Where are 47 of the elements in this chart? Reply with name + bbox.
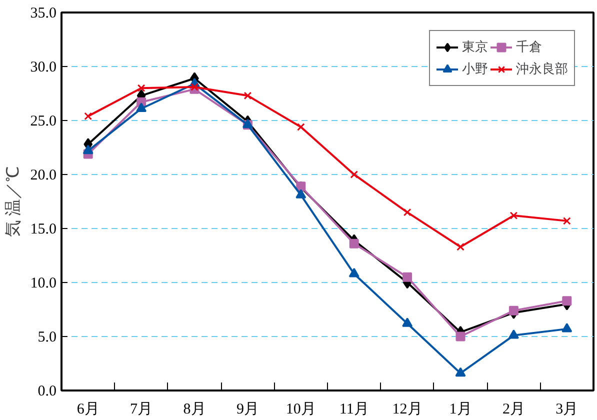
- point: [562, 296, 572, 306]
- y-tick-label: 15.0: [30, 222, 56, 238]
- x-tick-label: 12月: [392, 402, 422, 418]
- x-tick-label: 9月: [236, 402, 259, 418]
- point: [348, 268, 360, 278]
- point: [510, 212, 518, 220]
- x-tick-label: 10月: [286, 402, 316, 418]
- y-tick-label: 20.0: [30, 168, 56, 184]
- legend-label: 小野: [462, 60, 488, 78]
- x-tick-label: 1月: [449, 402, 472, 418]
- point: [562, 217, 571, 225]
- y-axis-title: 気 温／℃: [3, 166, 22, 238]
- point: [455, 367, 466, 377]
- point: [562, 322, 572, 332]
- x-tick-label: 11月: [339, 402, 369, 418]
- point: [84, 112, 92, 120]
- point: [296, 182, 306, 192]
- point: [349, 238, 359, 248]
- x-tick-label: 2月: [502, 402, 525, 418]
- point: [296, 189, 306, 198]
- x-tick-label: 3月: [556, 402, 578, 418]
- point: [136, 102, 147, 112]
- x-tick-label: 6月: [76, 402, 100, 418]
- point: [402, 318, 413, 327]
- point: [82, 144, 94, 154]
- y-tick-label: 35.0: [30, 6, 56, 22]
- y-tick-label: 30.0: [30, 60, 56, 76]
- y-tick-label: 10.0: [30, 276, 56, 292]
- legend-label: 沖永良部: [516, 60, 568, 78]
- y-tick-label: 5.0: [38, 330, 56, 346]
- point: [244, 92, 252, 100]
- point: [456, 242, 464, 251]
- x-tick-label: 7月: [130, 402, 153, 418]
- point: [137, 84, 146, 92]
- legend-label: 東京: [462, 38, 488, 56]
- point: [402, 272, 412, 282]
- y-tick-label: 0.0: [38, 384, 56, 400]
- point: [190, 83, 198, 91]
- point: [350, 170, 358, 178]
- x-tick-label: 8月: [183, 402, 206, 418]
- point: [403, 208, 412, 216]
- y-tick-label: 25.0: [30, 114, 56, 130]
- point: [508, 306, 518, 316]
- point: [508, 329, 519, 339]
- legend-label: 千倉: [516, 38, 542, 56]
- point: [296, 123, 305, 131]
- point: [456, 332, 466, 342]
